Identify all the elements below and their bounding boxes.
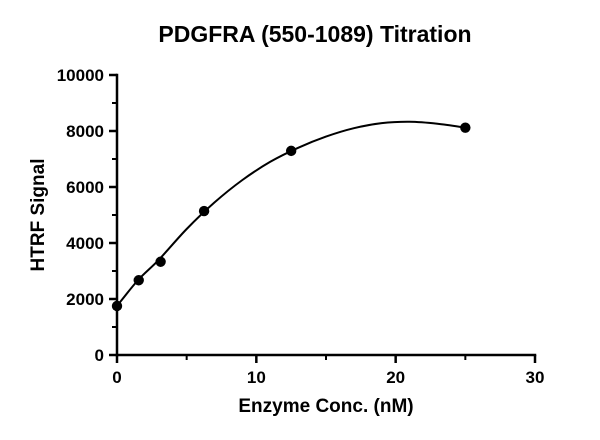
y-tick-label: 0 xyxy=(95,346,104,365)
x-tick-label: 30 xyxy=(526,368,545,387)
data-point xyxy=(155,256,166,267)
data-point xyxy=(285,145,297,157)
data-point xyxy=(460,122,471,133)
data-point xyxy=(133,275,144,286)
data-point xyxy=(198,205,210,217)
y-tick-label: 2000 xyxy=(66,290,104,309)
x-axis-label: Enzyme Conc. (nM) xyxy=(238,396,413,417)
x-tick-label: 0 xyxy=(112,368,121,387)
y-tick-label: 10000 xyxy=(57,66,104,85)
axes: 0 2000 4000 6000 8000 10000 0 10 20 30 xyxy=(57,66,545,387)
y-tick-label: 4000 xyxy=(66,234,104,253)
y-tick-label: 8000 xyxy=(66,122,104,141)
data-point xyxy=(111,300,123,312)
y-axis-label: HTRF Signal xyxy=(28,159,49,272)
y-tick-label: 6000 xyxy=(66,178,104,197)
x-tick-label: 20 xyxy=(386,368,405,387)
x-tick-label: 10 xyxy=(247,368,266,387)
chart-title: PDGFRA (550-1089) Titration xyxy=(158,21,471,47)
data-points xyxy=(111,122,471,312)
